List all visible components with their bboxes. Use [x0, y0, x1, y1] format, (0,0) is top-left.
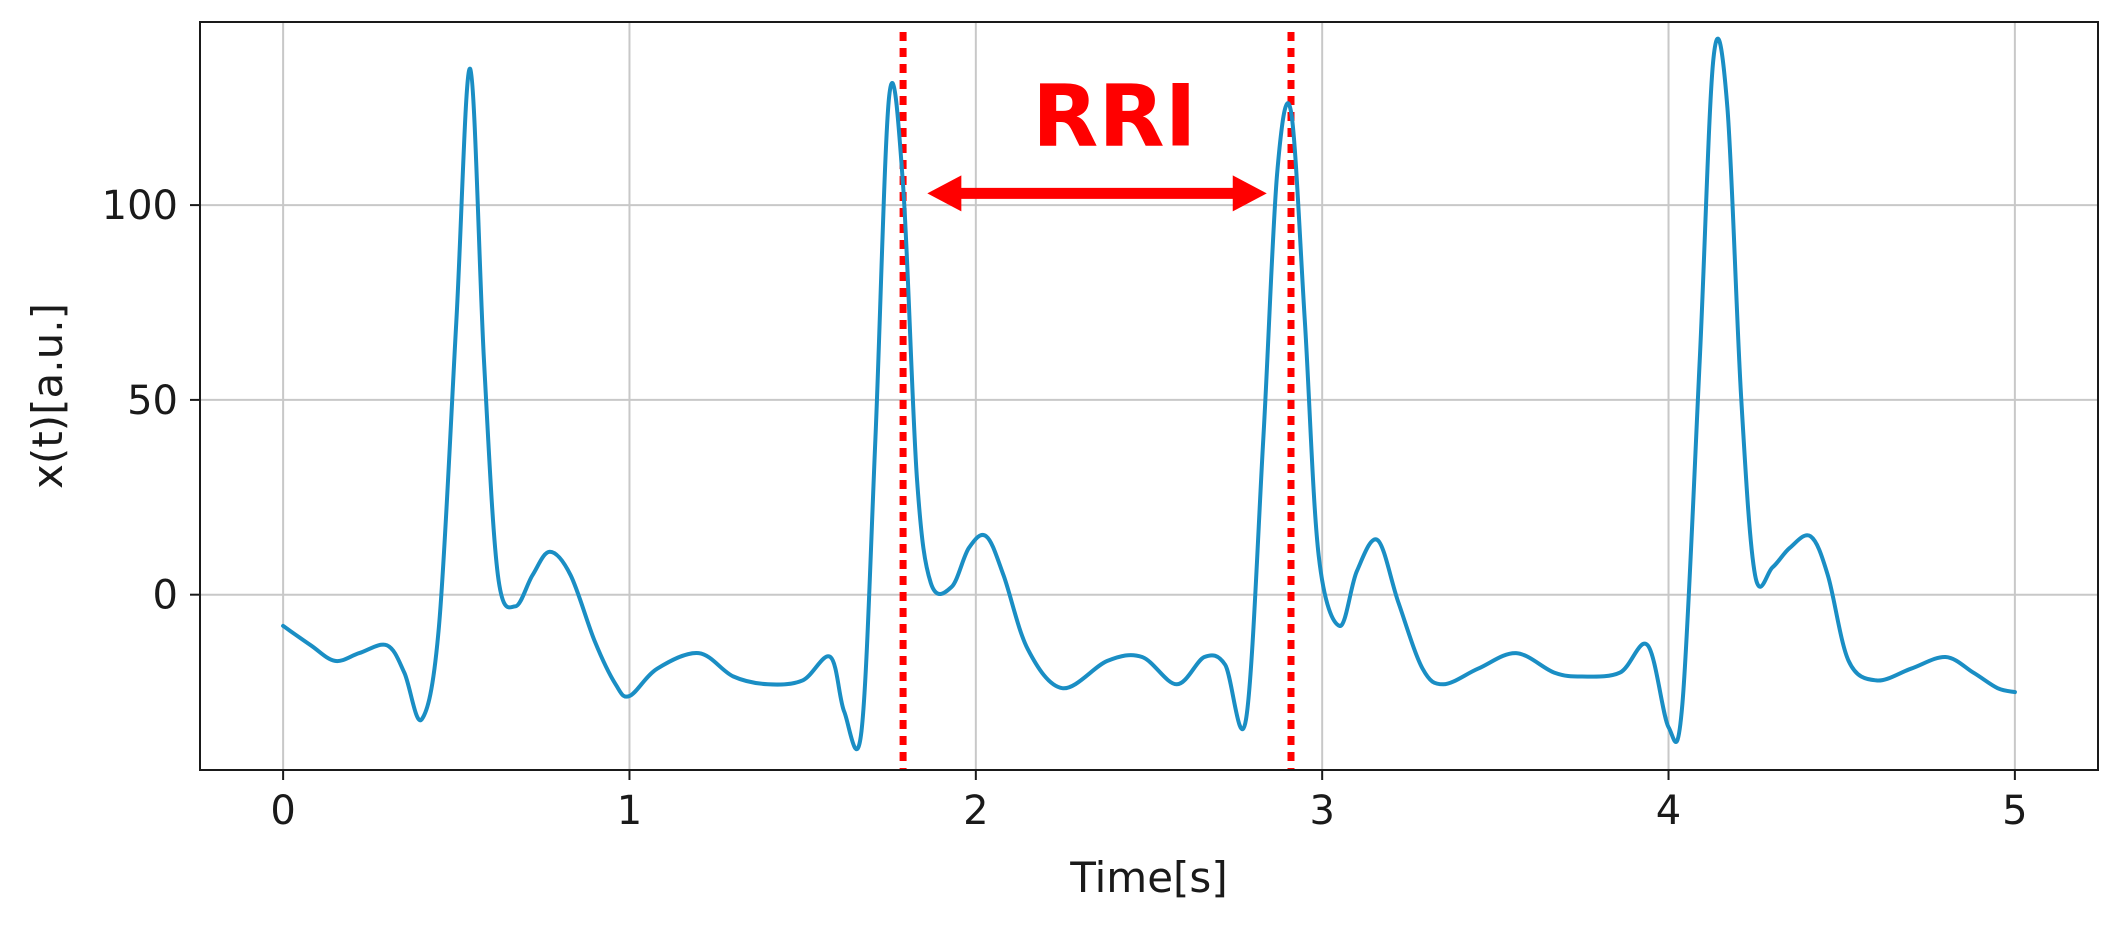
y-tick-label: 100	[102, 183, 178, 229]
x-axis-label: Time[s]	[1069, 853, 1227, 902]
x-tick-label: 2	[963, 788, 988, 834]
x-tick-label: 1	[617, 788, 642, 834]
x-tick-label: 0	[270, 788, 295, 834]
y-tick-label: 50	[127, 378, 178, 424]
y-axis-ticks: 0 50 100	[102, 183, 200, 619]
grid	[200, 22, 2098, 770]
y-tick-label: 0	[153, 573, 178, 619]
plot-frame	[199, 21, 2099, 771]
x-tick-label: 5	[2002, 788, 2027, 834]
rri-arrow-head-left	[927, 175, 962, 212]
ecg-signal-line	[281, 36, 2017, 752]
rri-arrow-head-right	[1232, 175, 1267, 212]
rri-markers	[899, 32, 1295, 770]
x-tick-label: 4	[1656, 788, 1681, 834]
rri-annotation: RRI	[1032, 67, 1196, 167]
y-axis-label: x(t)[a.u.]	[23, 303, 72, 489]
rri-arrow	[927, 175, 1267, 212]
x-tick-label: 3	[1309, 788, 1334, 834]
x-axis-ticks: 0 1 2 3 4 5	[270, 770, 2028, 834]
